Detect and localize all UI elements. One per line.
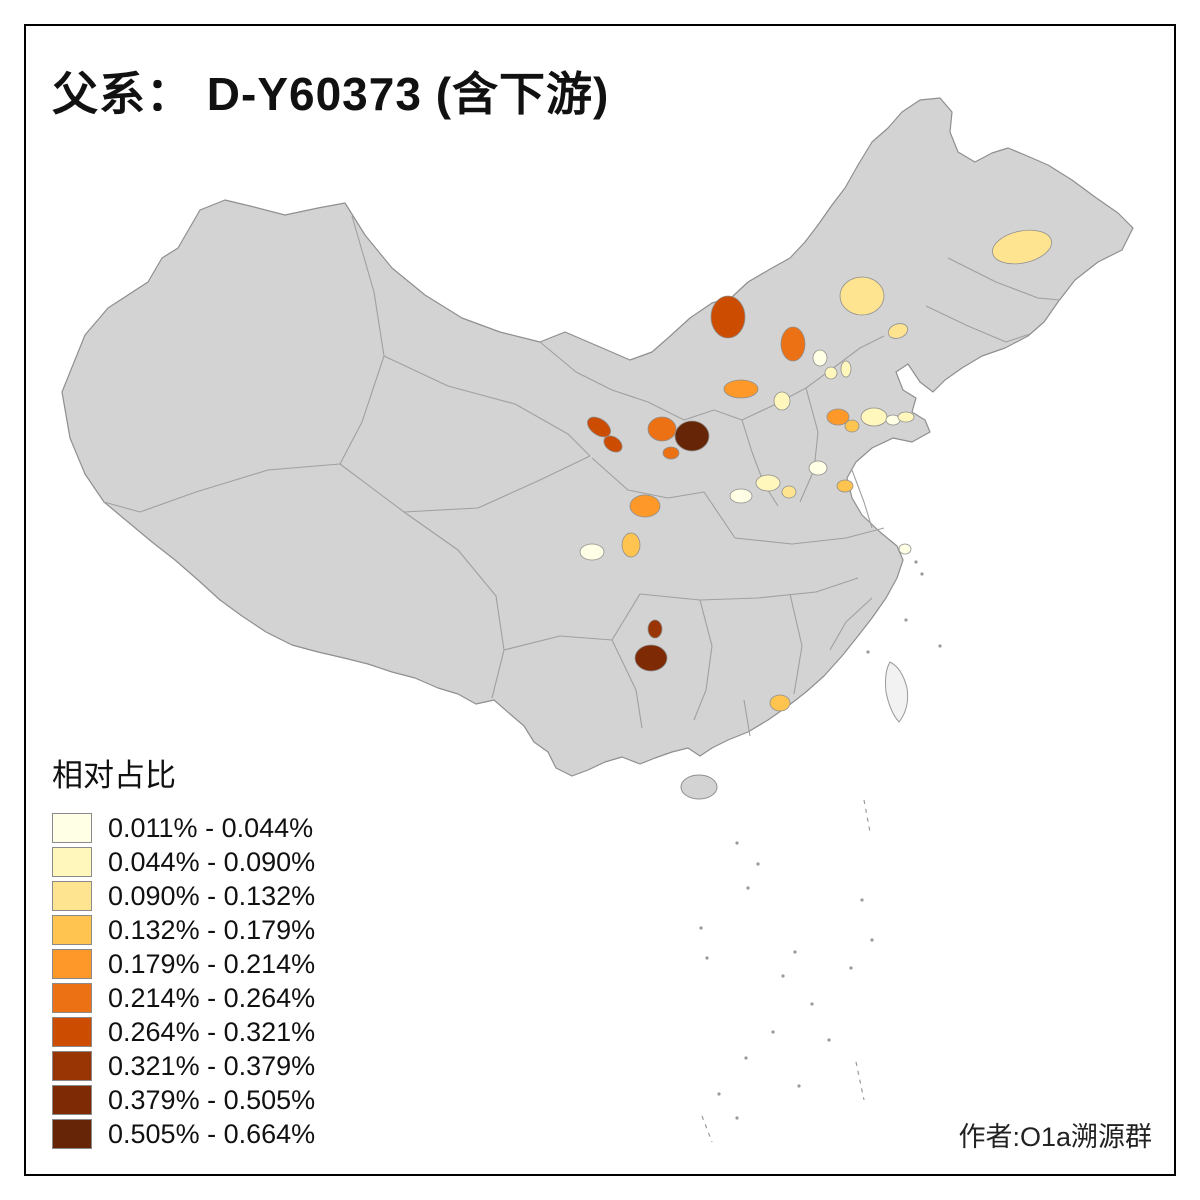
- map-region: [824, 366, 838, 380]
- legend-swatch: [52, 1051, 92, 1081]
- legend-swatch: [52, 813, 92, 843]
- legend-item: 0.264% - 0.321%: [52, 1015, 315, 1049]
- legend-label: 0.379% - 0.505%: [108, 1084, 316, 1115]
- figure-title: 父系： D-Y60373 (含下游): [52, 68, 610, 120]
- map-region: [773, 391, 791, 411]
- map-region: [634, 644, 668, 672]
- legend-label: 0.011% - 0.044%: [108, 812, 314, 843]
- legend-item: 0.321% - 0.379%: [52, 1049, 315, 1083]
- legend-swatch: [52, 949, 92, 979]
- map-region: [723, 379, 759, 399]
- attribution: 作者:O1a溯源群: [958, 1122, 1152, 1152]
- legend-item: 0.179% - 0.214%: [52, 947, 315, 981]
- map-region: [629, 494, 661, 518]
- legend-label: 0.505% - 0.664%: [108, 1118, 316, 1149]
- legend-label: 0.132% - 0.179%: [108, 914, 316, 945]
- colored-regions: [579, 229, 1052, 712]
- legend: 相对占比 0.011% - 0.044% 0.044% - 0.090% 0.0…: [52, 750, 315, 1151]
- legend-label: 0.321% - 0.379%: [108, 1050, 316, 1081]
- map-region: [898, 543, 912, 555]
- legend-label: 0.214% - 0.264%: [108, 982, 316, 1013]
- islands: [680, 560, 942, 1143]
- map-region: [579, 543, 605, 561]
- map-region: [587, 416, 611, 438]
- map-region: [840, 360, 852, 378]
- legend-item: 0.379% - 0.505%: [52, 1083, 315, 1117]
- legend-item: 0.505% - 0.664%: [52, 1117, 315, 1151]
- taiwan-island: [885, 661, 909, 723]
- legend-label: 0.044% - 0.090%: [108, 846, 316, 877]
- legend-item: 0.044% - 0.090%: [52, 845, 315, 879]
- legend-label: 0.264% - 0.321%: [108, 1016, 316, 1047]
- map-region: [992, 229, 1052, 265]
- map-region: [836, 479, 854, 493]
- map-region: [844, 419, 860, 433]
- china-mainland-outline: [61, 97, 1134, 777]
- map-region: [781, 485, 797, 499]
- legend-swatch: [52, 847, 92, 877]
- legend-item: 0.214% - 0.264%: [52, 981, 315, 1015]
- legend-item: 0.132% - 0.179%: [52, 913, 315, 947]
- map-region: [710, 295, 746, 339]
- province-boundaries: [103, 215, 1061, 737]
- hainan-island: [680, 774, 718, 800]
- legend-label: 0.090% - 0.132%: [108, 880, 316, 911]
- legend-swatch: [52, 983, 92, 1013]
- map-region: [808, 460, 828, 476]
- map-region: [621, 532, 641, 558]
- legend-label: 0.179% - 0.214%: [108, 948, 316, 979]
- legend-swatch: [52, 1017, 92, 1047]
- map-region: [674, 420, 710, 452]
- map-region: [897, 411, 915, 423]
- legend-swatch: [52, 1085, 92, 1115]
- map-region: [826, 408, 850, 426]
- map-region: [603, 435, 623, 453]
- small-islands: [699, 560, 942, 1120]
- legend-swatch: [52, 1119, 92, 1149]
- map-region: [647, 619, 663, 639]
- legend-swatch: [52, 881, 92, 911]
- legend-item: 0.090% - 0.132%: [52, 879, 315, 913]
- map-region: [887, 323, 909, 339]
- map-region: [662, 446, 680, 460]
- map-region: [647, 416, 677, 442]
- legend-item: 0.011% - 0.044%: [52, 811, 315, 845]
- legend-swatch: [52, 915, 92, 945]
- map-region: [812, 349, 828, 367]
- map-region: [780, 326, 806, 362]
- sea-dashed-lines: [701, 799, 871, 1143]
- map-region: [860, 407, 888, 427]
- map-region: [839, 276, 885, 316]
- map-region: [769, 694, 791, 712]
- map-region: [729, 488, 753, 504]
- map-region: [755, 474, 781, 492]
- legend-title: 相对占比: [52, 758, 176, 793]
